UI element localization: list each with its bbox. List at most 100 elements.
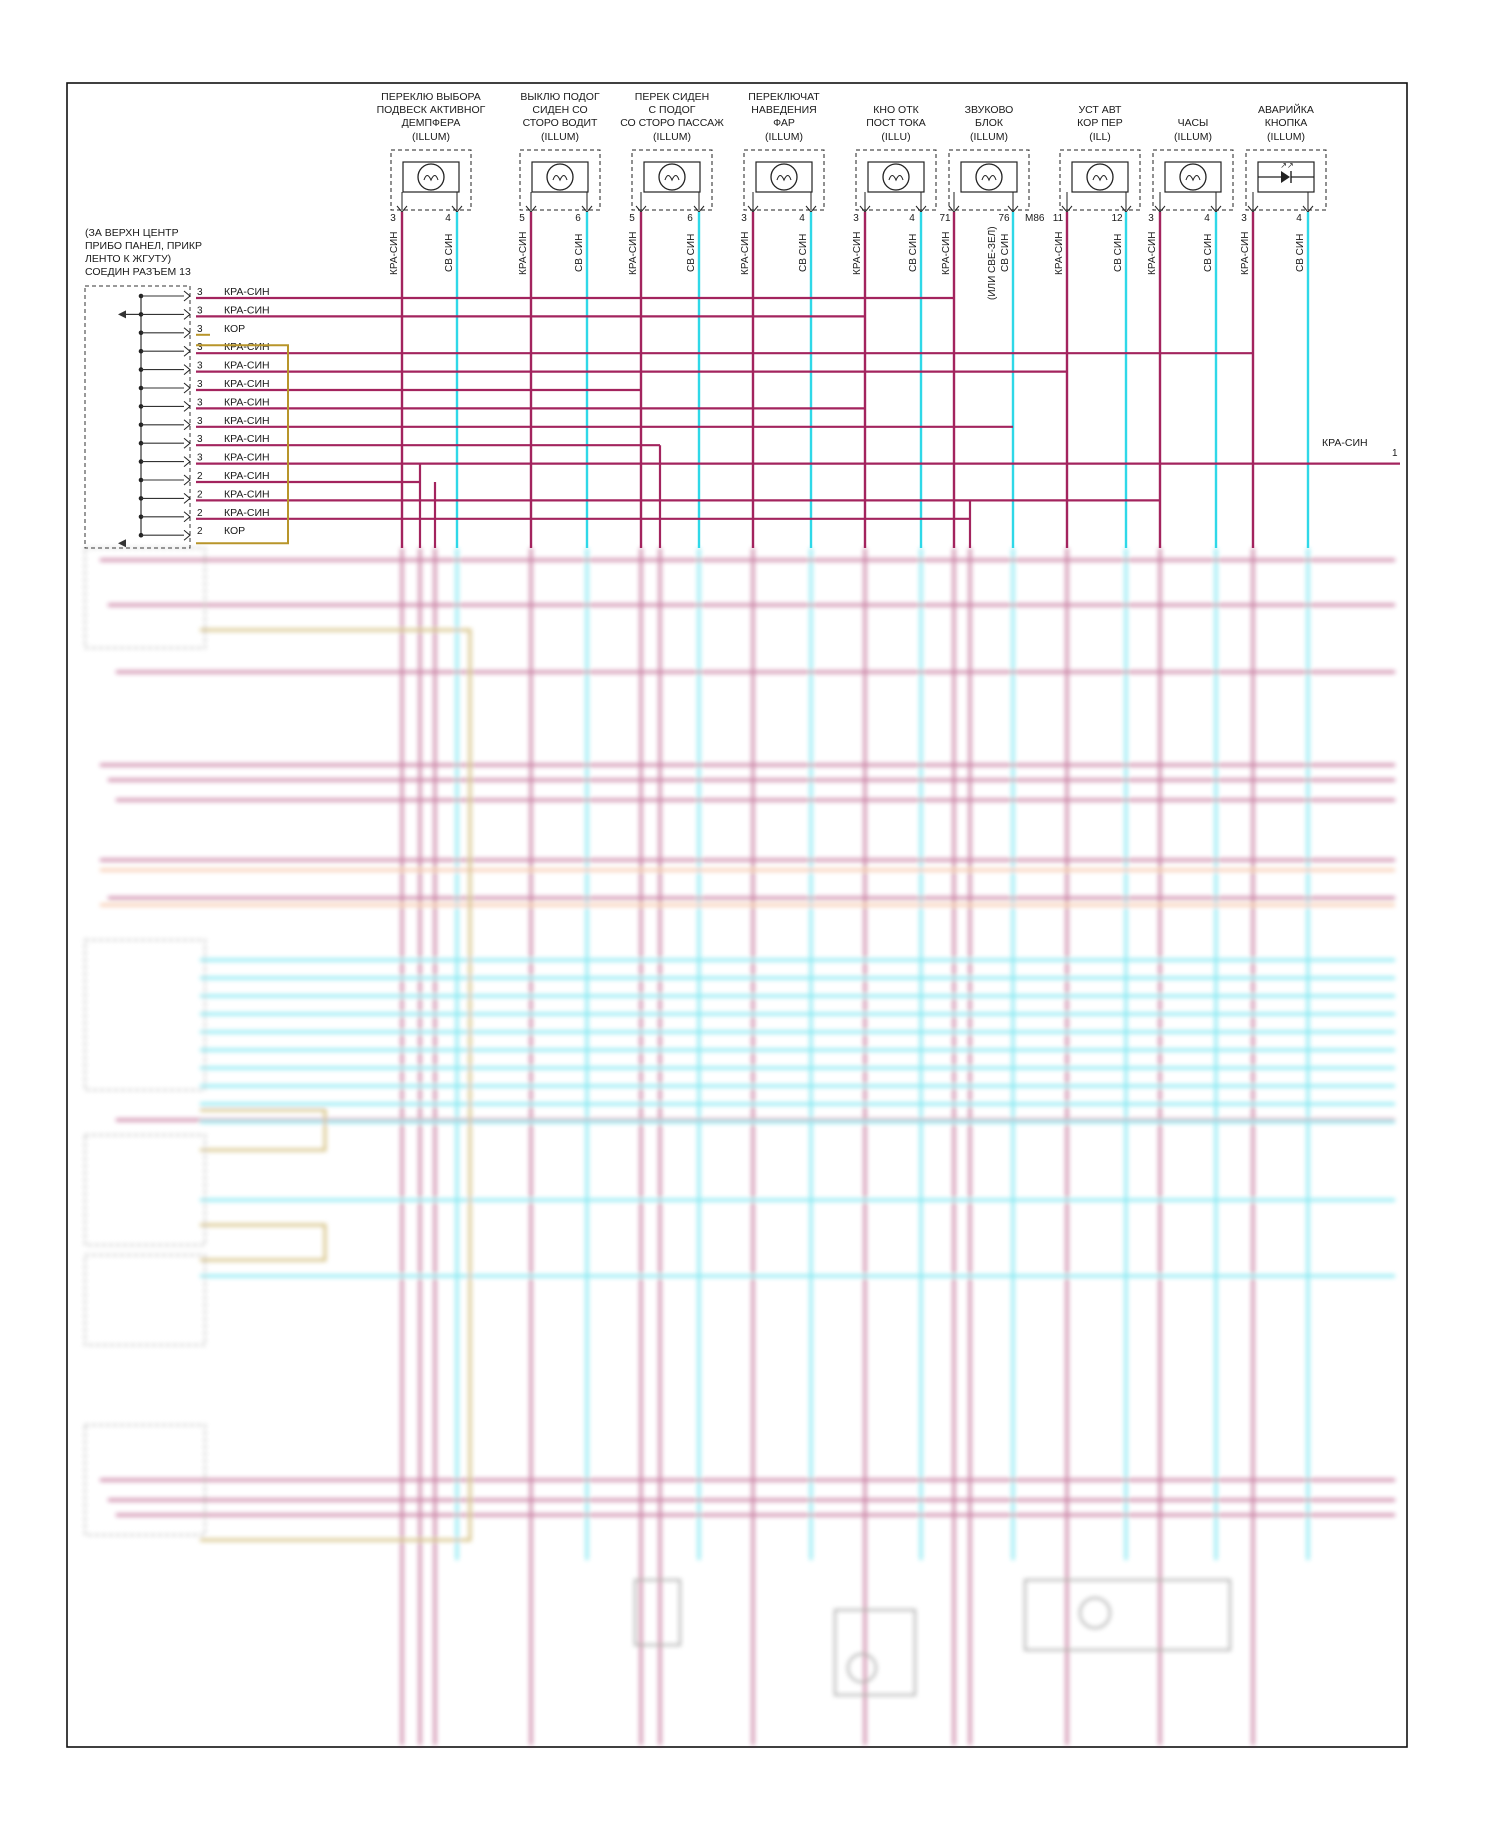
lamp-frame xyxy=(1164,161,1222,193)
component-label: ЧАСЫ xyxy=(1178,117,1209,129)
pin-number: 4 xyxy=(1204,213,1210,224)
wire-color-label: КОР xyxy=(224,525,245,537)
pin-chevron-icon xyxy=(183,345,191,357)
lamp-filament-icon xyxy=(552,174,568,182)
component-label: ПОСТ ТОКА xyxy=(866,117,926,129)
wire-color-label: СВ СИН xyxy=(574,234,585,272)
pin-number: 3 xyxy=(197,416,203,427)
component-label: НАВЕДЕНИЯ xyxy=(751,104,816,116)
pin-number: 6 xyxy=(687,213,693,224)
lamp-filament-icon xyxy=(981,174,997,182)
pin-number: 2 xyxy=(197,508,203,519)
component-label: (ILLUM) xyxy=(1174,131,1212,143)
pin-number: 3 xyxy=(197,379,203,390)
connector-block xyxy=(84,1254,206,1346)
lamp-frame xyxy=(755,161,813,193)
component-label: ПЕРЕКЛЮ ВЫБОРА xyxy=(381,91,481,103)
wire-color-label: КРА-СИН xyxy=(1147,232,1158,275)
bus-row-13: 2 КРА-СИН xyxy=(138,507,970,523)
pin-chevron-icon xyxy=(183,382,191,394)
pin-number: 2 xyxy=(197,471,203,482)
component-label: (ILLU) xyxy=(881,131,910,143)
pin-chevron-icon xyxy=(183,529,191,541)
pin-chevron-icon xyxy=(183,327,191,339)
component-label: ПЕРЕК СИДЕН xyxy=(635,91,709,103)
gold-wire xyxy=(200,1223,327,1262)
lamp-frame xyxy=(531,161,589,193)
lamp-frame xyxy=(643,161,701,193)
component-label: С ПОДОГ xyxy=(649,104,696,116)
splice-label: СОЕДИН РАЗЪЕМ 13 xyxy=(85,266,191,278)
wire-color-label: КРА-СИН xyxy=(224,415,270,427)
wire-color-label: (ИЛИ СВЕ-ЗЕЛ) xyxy=(987,226,998,300)
bus-row-2: 3 КРА-СИН xyxy=(138,304,865,320)
arrow-left-icon xyxy=(118,539,126,548)
lamp-filament-icon xyxy=(1092,174,1108,182)
gold-wire xyxy=(200,628,472,1542)
lamp-icon xyxy=(882,163,910,191)
wire-color-label: КРА-СИН xyxy=(224,396,270,408)
wire-color-label: СВ СИН xyxy=(1295,234,1306,272)
pin-number: 3 xyxy=(1148,213,1154,224)
component-label: СИДЕН СО xyxy=(532,104,587,116)
pin-number: 5 xyxy=(629,213,635,224)
pin-chevron-icon xyxy=(183,511,191,523)
pin-chevron-icon xyxy=(183,419,191,431)
component-label: БЛОК xyxy=(975,117,1004,129)
lamp-frame xyxy=(402,161,460,193)
bus-row-5: 3 КРА-СИН xyxy=(138,360,1067,375)
bus-row-14: 2 КОР xyxy=(138,525,245,541)
connector-block xyxy=(84,547,206,649)
sensor-box xyxy=(834,1609,916,1696)
bus-row-9: 3 КРА-СИН xyxy=(138,433,660,449)
arrow-left-icon xyxy=(118,310,126,319)
lamp-icon xyxy=(546,163,574,191)
wire-color-label: КОР xyxy=(224,323,245,335)
lamp-icon xyxy=(1179,163,1207,191)
lamp-icon xyxy=(770,163,798,191)
pin-number: 12 xyxy=(1111,213,1123,224)
wire-color-label: СВ СИН xyxy=(686,234,697,272)
wire-color-label: КРА-СИН xyxy=(852,232,863,275)
pin-chevron-icon xyxy=(183,474,191,486)
pin-number: 3 xyxy=(741,213,747,224)
lamp-icon xyxy=(417,163,445,191)
sensor-box xyxy=(634,1579,681,1646)
pin-number: 3 xyxy=(197,342,203,353)
lamp-filament-icon xyxy=(664,174,680,182)
wire-color-label: КРА-СИН xyxy=(628,232,639,275)
pin-number: 3 xyxy=(197,453,203,464)
bus-row-11: 2 КРА-СИН xyxy=(138,470,420,486)
pin-number: 4 xyxy=(799,213,805,224)
wire-color-label: КРА-СИН xyxy=(224,304,270,316)
pin-number: 6 xyxy=(575,213,581,224)
lamp-frame xyxy=(1071,161,1129,193)
bus-row-3: 3 КОР xyxy=(138,323,245,339)
component-8: ЧАСЫ (ILLUM) 3 4 КРА-СИН СВ СИН xyxy=(1147,117,1234,548)
module-icon xyxy=(1079,1597,1111,1629)
component-label: ДЕМПФЕРА xyxy=(402,117,461,129)
lamp-icon xyxy=(975,163,1003,191)
wire-color-label: КРА-СИН xyxy=(224,360,270,372)
gold-wire xyxy=(200,1108,327,1152)
wire-color-label: КРА-СИН xyxy=(224,286,270,298)
pin-number: 2 xyxy=(197,526,203,537)
wire-color-label: СВ СИН xyxy=(1113,234,1124,272)
lamp-filament-icon xyxy=(423,174,439,182)
right-exit: КРА-СИН 1 xyxy=(1322,437,1398,459)
pin-chevron-icon xyxy=(183,290,191,302)
wire-color-label: СВ СИН xyxy=(1203,234,1214,272)
pin-number: 1 xyxy=(1392,448,1398,459)
pin-number: 3 xyxy=(390,213,396,224)
pin-number: 11 xyxy=(1053,213,1064,224)
blurred-lower-section xyxy=(84,547,1395,1745)
connector-block xyxy=(84,939,206,1091)
wire-color-label: КРА-СИН xyxy=(224,452,270,464)
component-label: (ILLUM) xyxy=(765,131,803,143)
